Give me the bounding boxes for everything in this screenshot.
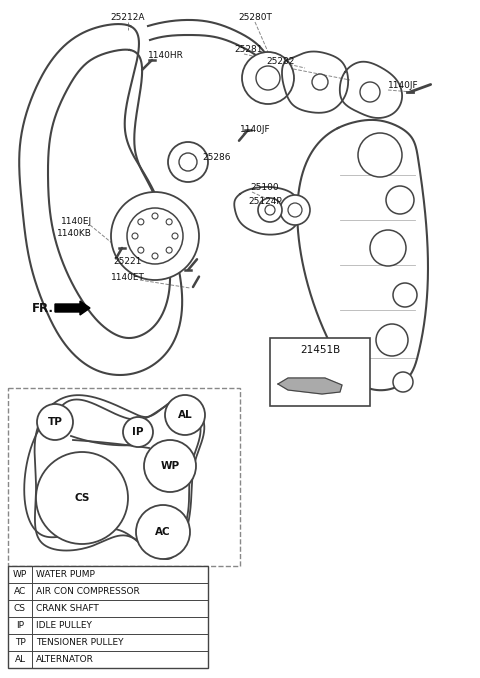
Polygon shape (278, 378, 342, 394)
Circle shape (376, 324, 408, 356)
Text: WP: WP (160, 461, 180, 471)
Bar (270, 338, 370, 406)
Text: CRANK SHAFT: CRANK SHAFT (36, 604, 99, 613)
Circle shape (132, 233, 138, 239)
Circle shape (36, 452, 128, 544)
Text: 25100: 25100 (250, 184, 278, 193)
Circle shape (152, 253, 158, 259)
Text: WATER PUMP: WATER PUMP (36, 570, 95, 579)
Circle shape (166, 219, 172, 225)
Text: 25282: 25282 (266, 58, 294, 66)
Text: FR.: FR. (32, 302, 54, 315)
Circle shape (370, 230, 406, 266)
Circle shape (37, 404, 73, 440)
Text: 25280T: 25280T (238, 14, 272, 22)
Circle shape (179, 153, 197, 171)
Text: WP: WP (13, 570, 27, 579)
Text: 1140ET: 1140ET (111, 273, 145, 281)
Polygon shape (55, 301, 90, 315)
Circle shape (386, 186, 414, 214)
Circle shape (138, 247, 144, 253)
Circle shape (360, 82, 380, 102)
Circle shape (123, 417, 153, 447)
Text: TENSIONER PULLEY: TENSIONER PULLEY (36, 638, 123, 647)
Text: CS: CS (74, 493, 90, 503)
Text: 1140JF: 1140JF (240, 125, 271, 134)
Text: 25221: 25221 (114, 258, 142, 266)
Text: AIR CON COMPRESSOR: AIR CON COMPRESSOR (36, 587, 140, 596)
Circle shape (393, 372, 413, 392)
Circle shape (166, 247, 172, 253)
Text: AC: AC (155, 527, 171, 537)
Text: TP: TP (14, 638, 25, 647)
Circle shape (358, 133, 402, 177)
Text: 25286: 25286 (202, 153, 230, 163)
Circle shape (256, 66, 280, 90)
Circle shape (138, 219, 144, 225)
Circle shape (288, 203, 302, 217)
Circle shape (152, 213, 158, 219)
Text: CS: CS (14, 604, 26, 613)
Circle shape (136, 505, 190, 559)
Circle shape (280, 195, 310, 225)
Circle shape (172, 233, 178, 239)
Circle shape (111, 192, 199, 280)
Text: 1140HR: 1140HR (148, 50, 184, 60)
Text: IP: IP (16, 621, 24, 630)
Circle shape (242, 52, 294, 104)
Circle shape (127, 208, 183, 264)
Text: ALTERNATOR: ALTERNATOR (36, 655, 94, 664)
Text: 25281: 25281 (234, 45, 263, 54)
Circle shape (312, 74, 328, 90)
Text: TP: TP (48, 417, 62, 427)
Text: AL: AL (178, 410, 192, 420)
Text: 1140KB: 1140KB (57, 229, 92, 239)
Text: IDLE PULLEY: IDLE PULLEY (36, 621, 92, 630)
Text: AL: AL (14, 655, 25, 664)
Circle shape (258, 198, 282, 222)
Text: 25124P: 25124P (248, 197, 282, 207)
Bar (8, 388, 240, 566)
Bar (8, 566, 208, 668)
Text: 1140EJ: 1140EJ (61, 218, 92, 226)
Circle shape (393, 283, 417, 307)
Text: 21451B: 21451B (300, 345, 340, 355)
Circle shape (168, 142, 208, 182)
Circle shape (165, 395, 205, 435)
Circle shape (265, 205, 275, 215)
Text: 25212A: 25212A (111, 14, 145, 22)
Text: AC: AC (14, 587, 26, 596)
Text: 1140JF: 1140JF (388, 81, 419, 90)
Text: IP: IP (132, 427, 144, 437)
Circle shape (144, 440, 196, 492)
